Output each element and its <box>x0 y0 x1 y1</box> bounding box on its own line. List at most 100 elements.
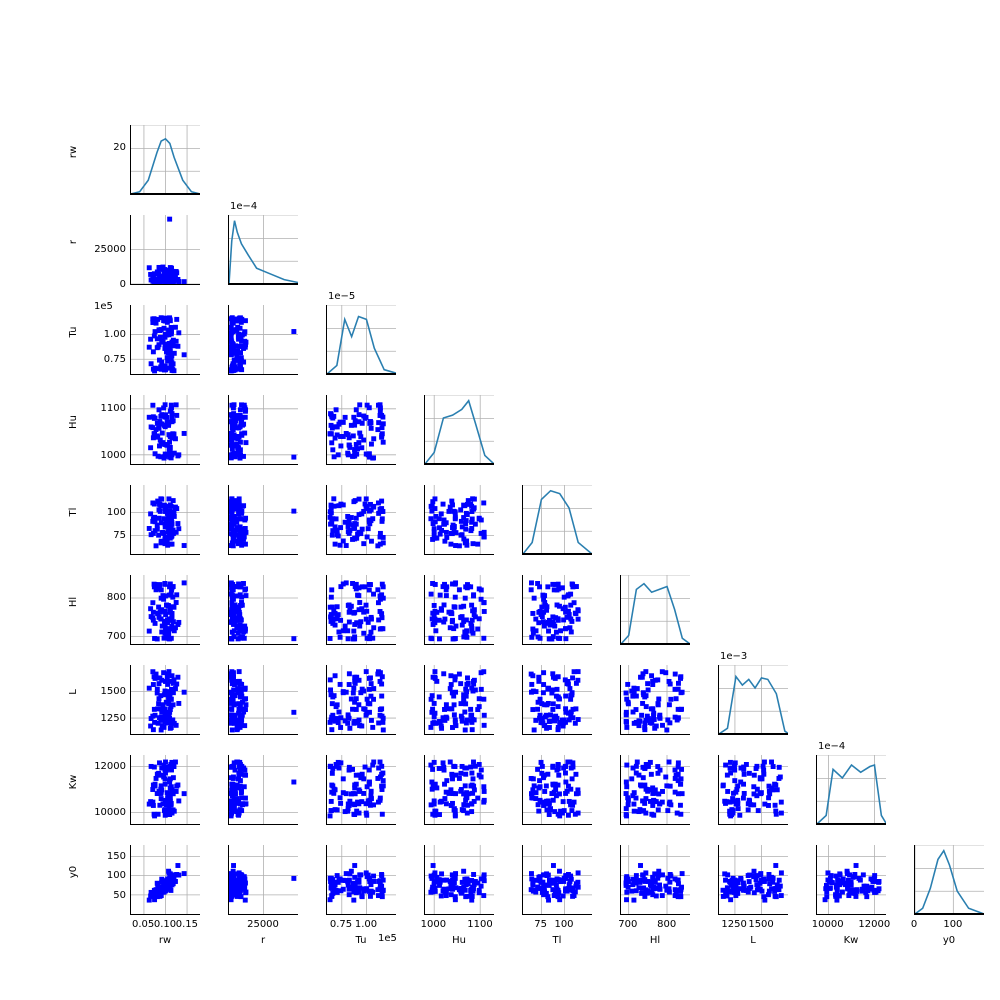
xlabel-rw: rw <box>159 935 171 946</box>
xlabel-Kw: Kw <box>844 935 859 946</box>
ytick-label: 20 <box>82 142 126 153</box>
xtick-label: 100 <box>554 919 573 930</box>
ytick-label: 0.75 <box>82 354 126 365</box>
scatter-y0-vs-rw <box>130 845 200 915</box>
ytick-label: 800 <box>82 592 126 603</box>
scatter-L-vs-Tu <box>326 665 396 735</box>
ylabel-Tu: Tu <box>68 312 79 352</box>
scatter-Kw-vs-Tl <box>522 755 592 825</box>
scatter-Tl-vs-r <box>228 485 298 555</box>
scatter-L-vs-r <box>228 665 298 735</box>
ytick-label: 1500 <box>82 686 126 697</box>
ylabel-y0: y0 <box>68 852 79 892</box>
scatter-Kw-vs-r <box>228 755 298 825</box>
kde-Kw <box>816 755 886 825</box>
xtick-label: 1.00 <box>355 919 377 930</box>
xlabel-Hl: Hl <box>650 935 660 946</box>
ylabel-Hl: Hl <box>68 582 79 622</box>
xtick-label: 0 <box>911 919 917 930</box>
scatter-L-vs-Hu <box>424 665 494 735</box>
ytick-label: 10000 <box>82 807 126 818</box>
ylabel-rw: rw <box>68 132 79 172</box>
kde-L <box>718 665 788 735</box>
scatter-y0-vs-Tl <box>522 845 592 915</box>
scatter-y0-vs-Kw <box>816 845 886 915</box>
xtick-label: 25000 <box>247 919 279 930</box>
kde-Hu <box>424 395 494 465</box>
ytick-label: 100 <box>82 507 126 518</box>
scatter-Hl-vs-Tu <box>326 575 396 645</box>
xlabel-Hu: Hu <box>452 935 466 946</box>
ytick-label: 0 <box>82 279 126 290</box>
ylabel-r: r <box>68 222 79 262</box>
xtick-label: 1000 <box>421 919 446 930</box>
scatter-y0-vs-r <box>228 845 298 915</box>
scatter-L-vs-Tl <box>522 665 592 735</box>
scatter-Hl-vs-Tl <box>522 575 592 645</box>
scatter-y0-vs-Tu <box>326 845 396 915</box>
xtick-label: 0.75 <box>330 919 352 930</box>
scatter-r-vs-rw <box>130 215 200 285</box>
kde-sci-Tu: 1e−5 <box>328 291 355 302</box>
ytick-label: 1100 <box>82 403 126 414</box>
xsci-Tu: 1e5 <box>378 933 397 944</box>
scatter-Tu-vs-rw <box>130 305 200 375</box>
scatter-Kw-vs-Tu <box>326 755 396 825</box>
ytick-label: 75 <box>82 530 126 541</box>
xlabel-r: r <box>261 935 265 946</box>
xtick-label: 800 <box>657 919 676 930</box>
ytick-label: 100 <box>82 870 126 881</box>
kde-r <box>228 215 298 285</box>
scatter-Kw-vs-rw <box>130 755 200 825</box>
ytick-label: 25000 <box>82 244 126 255</box>
xtick-label: 12000 <box>858 919 890 930</box>
ysci-Tu: 1e5 <box>94 301 113 312</box>
kde-sci-r: 1e−4 <box>230 201 257 212</box>
ytick-label: 50 <box>82 890 126 901</box>
scatter-Tl-vs-rw <box>130 485 200 555</box>
kde-Hl <box>620 575 690 645</box>
ylabel-Kw: Kw <box>68 762 79 802</box>
ytick-label: 1.00 <box>82 329 126 340</box>
xlabel-Tu: Tu <box>356 935 367 946</box>
xtick-label: 0.10 <box>154 919 176 930</box>
scatter-Hl-vs-r <box>228 575 298 645</box>
ylabel-Hu: Hu <box>68 402 79 442</box>
ytick-label: 150 <box>82 851 126 862</box>
xtick-label: 10000 <box>812 919 844 930</box>
kde-rw <box>130 125 200 195</box>
scatter-Hu-vs-rw <box>130 395 200 465</box>
ytick-label: 12000 <box>82 761 126 772</box>
kde-sci-L: 1e−3 <box>720 651 747 662</box>
scatter-Kw-vs-L <box>718 755 788 825</box>
ytick-label: 1250 <box>82 713 126 724</box>
scatter-Kw-vs-Hu <box>424 755 494 825</box>
scatter-L-vs-rw <box>130 665 200 735</box>
ylabel-Tl: Tl <box>68 492 79 532</box>
scatter-Hu-vs-r <box>228 395 298 465</box>
scatter-Hu-vs-Tu <box>326 395 396 465</box>
scatter-Hl-vs-rw <box>130 575 200 645</box>
xtick-label: 1500 <box>748 919 773 930</box>
scatter-y0-vs-Hl <box>620 845 690 915</box>
xtick-label: 0.15 <box>176 919 198 930</box>
scatter-Tl-vs-Hu <box>424 485 494 555</box>
scatter-y0-vs-L <box>718 845 788 915</box>
xtick-label: 700 <box>618 919 637 930</box>
scatter-Tu-vs-r <box>228 305 298 375</box>
ytick-label: 1000 <box>82 450 126 461</box>
xtick-label: 100 <box>943 919 962 930</box>
scatter-y0-vs-Hu <box>424 845 494 915</box>
kde-Tu <box>326 305 396 375</box>
xtick-label: 1100 <box>467 919 492 930</box>
scatter-L-vs-Hl <box>620 665 690 735</box>
xtick-label: 0.05 <box>132 919 154 930</box>
scatter-Hl-vs-Hu <box>424 575 494 645</box>
xtick-label: 1250 <box>721 919 746 930</box>
scatter-Kw-vs-Hl <box>620 755 690 825</box>
kde-Tl <box>522 485 592 555</box>
kde-sci-Kw: 1e−4 <box>818 741 845 752</box>
xlabel-y0: y0 <box>943 935 955 946</box>
ylabel-L: L <box>68 672 79 712</box>
ytick-label: 700 <box>82 631 126 642</box>
